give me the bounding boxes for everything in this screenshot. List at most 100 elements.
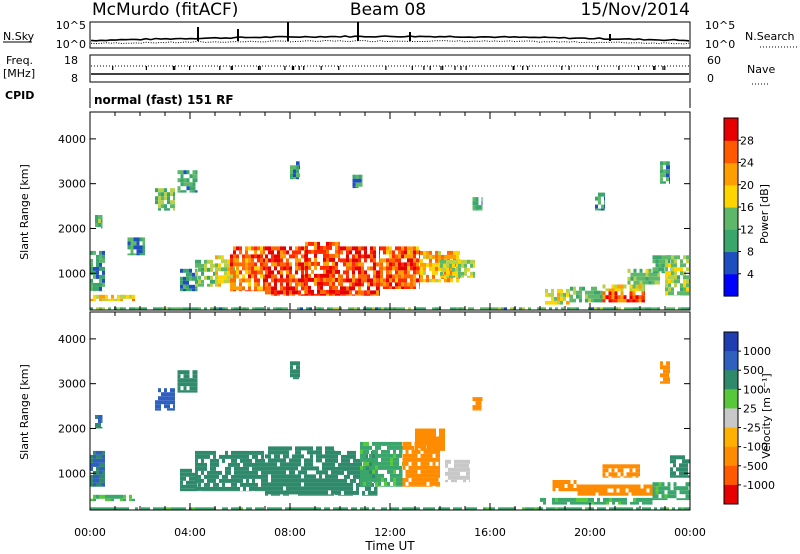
heatmap-cell [186, 484, 189, 489]
heatmap-cell [261, 474, 264, 479]
heatmap-cell [301, 478, 304, 483]
heatmap-cell [308, 277, 311, 282]
heatmap-cell [310, 494, 313, 496]
heatmap-cell [332, 253, 335, 258]
heatmap-cell [552, 501, 555, 505]
heatmap-cell [630, 501, 633, 505]
heatmap-cell [665, 291, 668, 296]
heatmap-cell [420, 477, 424, 482]
heatmap-cell [292, 458, 295, 463]
heatmap-cell [189, 182, 193, 187]
heatmap-cell [404, 270, 407, 275]
heatmap-cell [216, 482, 219, 487]
heatmap-cell [310, 450, 313, 455]
heatmap-cell [411, 453, 415, 458]
heatmap-cell [341, 466, 344, 471]
heatmap-cell [311, 269, 314, 274]
heatmap-cell [319, 450, 322, 455]
heatmap-cell [314, 241, 317, 246]
heatmap-cell [418, 444, 421, 449]
heatmap-cell [577, 488, 581, 493]
heatmap-cell [307, 474, 310, 479]
heatmap-cell [686, 255, 689, 260]
heatmap-cell [429, 250, 432, 255]
heatmap-cell [292, 466, 295, 471]
heatmap-cell [432, 469, 436, 474]
heatmap-cell [133, 241, 137, 246]
heatmap-cell [617, 284, 621, 289]
heatmap-cell [180, 268, 183, 273]
heatmap-cell [252, 462, 255, 467]
heatmap-cell [230, 290, 233, 292]
heatmap-cell [672, 507, 675, 510]
heatmap-cell [466, 475, 469, 480]
heatmap-cell [635, 288, 639, 292]
heatmap-cell [301, 454, 304, 459]
heatmap-cell [687, 307, 690, 310]
heatmap-cell [168, 507, 171, 510]
heatmap-cell [316, 470, 319, 475]
heatmap-cell [356, 486, 359, 491]
heatmap-cell [448, 475, 451, 480]
heatmap-cell [395, 262, 398, 267]
heatmap-cell [393, 441, 396, 446]
heatmap-cell [237, 307, 240, 310]
heatmap-cell [289, 270, 292, 275]
heatmap-cell [429, 457, 433, 462]
heatmap-cell [335, 261, 338, 266]
heatmap-cell [268, 250, 271, 255]
heatmap-cell [273, 307, 276, 310]
heatmap-cell [299, 369, 300, 374]
heatmap-cell [233, 262, 236, 267]
heatmap-cell [402, 445, 403, 450]
heatmap-cell [620, 464, 624, 469]
heatmap-cell [433, 444, 436, 449]
heatmap-cell [411, 485, 415, 487]
heatmap-cell [102, 507, 105, 510]
heatmap-cell [671, 279, 674, 284]
heatmap-cell [298, 454, 301, 459]
heatmap-cell [132, 498, 135, 502]
heatmap-cell [370, 282, 373, 287]
heatmap-cell [464, 263, 467, 268]
heatmap-cell [366, 469, 369, 474]
heatmap-cell [585, 507, 588, 510]
heatmap-cell [295, 278, 298, 283]
heatmap-cell [317, 249, 320, 254]
heatmap-cell [349, 282, 352, 287]
heatmap-cell [417, 449, 421, 454]
heatmap-cell [504, 507, 507, 510]
heatmap-cell [242, 266, 245, 271]
heatmap-cell [435, 485, 439, 487]
heatmap-cell [674, 267, 677, 272]
heatmap-cell [610, 492, 614, 496]
heatmap-cell [279, 507, 282, 510]
heatmap-cell [623, 464, 627, 469]
heatmap-cell [234, 458, 237, 463]
heatmap-cell [177, 170, 181, 175]
heatmap-cell [341, 458, 344, 463]
heatmap-cell [353, 490, 356, 495]
heatmap-cell [164, 392, 167, 397]
heatmap-cell [410, 274, 413, 279]
heatmap-cell [295, 286, 298, 291]
heatmap-cell [158, 188, 161, 193]
heatmap-cell [222, 454, 225, 459]
heatmap-cell [464, 267, 467, 272]
heatmap-cell [629, 476, 633, 478]
heatmap-cell [649, 488, 653, 493]
heatmap-cell [332, 289, 335, 294]
heatmap-cell [641, 291, 645, 296]
heatmap-cell [411, 481, 415, 486]
heatmap-cell [249, 462, 252, 467]
heatmap-cell [611, 291, 615, 296]
heatmap-cell [393, 507, 396, 510]
heatmap-cell [195, 386, 198, 391]
heatmap-cell [381, 485, 384, 487]
heatmap-cell [558, 484, 562, 488]
heatmap-cell [347, 462, 350, 467]
heatmap-cell [380, 258, 383, 263]
heatmap-cell [308, 241, 311, 246]
heatmap-cell [236, 246, 239, 251]
heatmap-cell [577, 492, 581, 496]
